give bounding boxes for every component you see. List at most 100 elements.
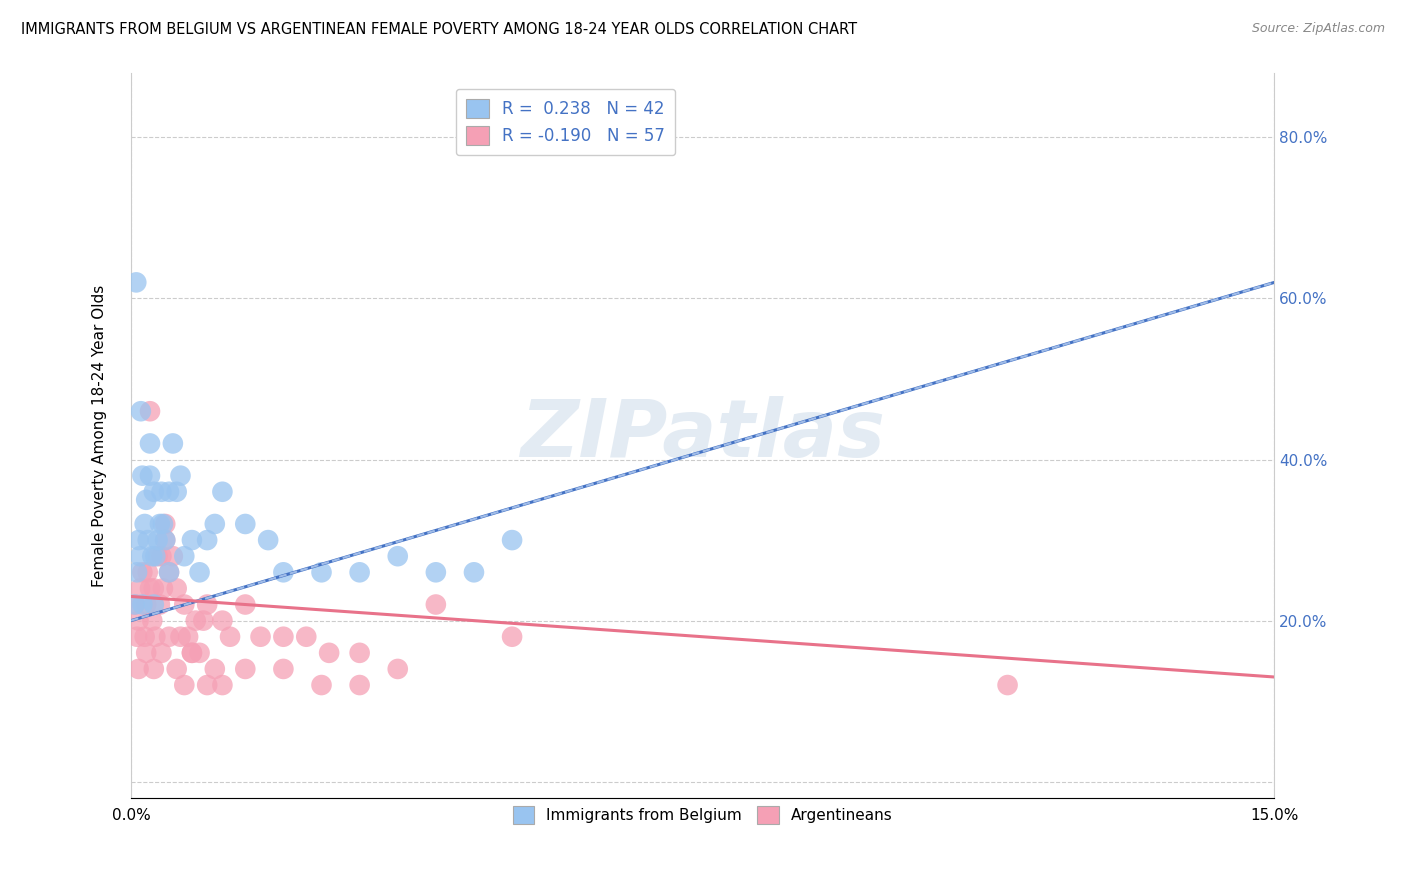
- Point: [195, 533, 218, 547]
- Point: [181, 646, 204, 660]
- Point: [157, 566, 180, 580]
- Point: [129, 549, 152, 564]
- Point: [143, 549, 166, 564]
- Point: [233, 598, 256, 612]
- Point: [136, 566, 159, 580]
- Point: [318, 646, 340, 660]
- Point: [211, 614, 233, 628]
- Point: [157, 630, 180, 644]
- Point: [501, 630, 523, 644]
- Point: [181, 533, 204, 547]
- Point: [463, 566, 485, 580]
- Point: [152, 516, 174, 531]
- Point: [142, 484, 165, 499]
- Point: [177, 630, 200, 644]
- Point: [273, 566, 295, 580]
- Point: [311, 678, 333, 692]
- Point: [150, 484, 173, 499]
- Point: [139, 582, 162, 596]
- Point: [162, 549, 184, 564]
- Point: [997, 678, 1019, 692]
- Point: [152, 582, 174, 596]
- Legend: Immigrants from Belgium, Argentineans: Immigrants from Belgium, Argentineans: [506, 800, 898, 830]
- Point: [387, 662, 409, 676]
- Point: [125, 276, 148, 290]
- Point: [181, 646, 204, 660]
- Point: [129, 582, 152, 596]
- Point: [166, 662, 188, 676]
- Point: [155, 533, 177, 547]
- Point: [125, 566, 148, 580]
- Point: [124, 598, 146, 612]
- Point: [155, 533, 177, 547]
- Point: [425, 598, 447, 612]
- Point: [124, 598, 146, 612]
- Point: [139, 468, 162, 483]
- Point: [149, 516, 172, 531]
- Point: [173, 549, 195, 564]
- Point: [233, 662, 256, 676]
- Point: [211, 678, 233, 692]
- Point: [155, 516, 177, 531]
- Y-axis label: Female Poverty Among 18-24 Year Olds: Female Poverty Among 18-24 Year Olds: [93, 285, 107, 587]
- Point: [135, 598, 157, 612]
- Point: [157, 484, 180, 499]
- Point: [166, 582, 188, 596]
- Point: [273, 662, 295, 676]
- Point: [134, 516, 156, 531]
- Point: [131, 468, 153, 483]
- Point: [149, 598, 172, 612]
- Point: [349, 646, 371, 660]
- Point: [125, 630, 148, 644]
- Text: IMMIGRANTS FROM BELGIUM VS ARGENTINEAN FEMALE POVERTY AMONG 18-24 YEAR OLDS CORR: IMMIGRANTS FROM BELGIUM VS ARGENTINEAN F…: [21, 22, 858, 37]
- Point: [257, 533, 280, 547]
- Point: [184, 614, 207, 628]
- Point: [157, 566, 180, 580]
- Point: [146, 549, 169, 564]
- Text: Source: ZipAtlas.com: Source: ZipAtlas.com: [1251, 22, 1385, 36]
- Point: [134, 630, 156, 644]
- Point: [142, 598, 165, 612]
- Point: [128, 662, 150, 676]
- Point: [143, 630, 166, 644]
- Point: [311, 566, 333, 580]
- Point: [173, 598, 195, 612]
- Point: [139, 436, 162, 450]
- Point: [188, 566, 211, 580]
- Point: [142, 582, 165, 596]
- Point: [150, 646, 173, 660]
- Point: [162, 436, 184, 450]
- Point: [349, 566, 371, 580]
- Point: [150, 549, 173, 564]
- Point: [295, 630, 318, 644]
- Point: [135, 646, 157, 660]
- Point: [169, 468, 191, 483]
- Point: [129, 404, 152, 418]
- Point: [387, 549, 409, 564]
- Point: [142, 662, 165, 676]
- Point: [425, 566, 447, 580]
- Point: [166, 484, 188, 499]
- Point: [146, 533, 169, 547]
- Point: [249, 630, 271, 644]
- Point: [173, 678, 195, 692]
- Point: [135, 492, 157, 507]
- Point: [139, 404, 162, 418]
- Point: [219, 630, 242, 644]
- Point: [233, 516, 256, 531]
- Point: [195, 678, 218, 692]
- Point: [211, 484, 233, 499]
- Text: ZIPatlas: ZIPatlas: [520, 396, 886, 475]
- Point: [204, 662, 226, 676]
- Point: [131, 566, 153, 580]
- Point: [195, 598, 218, 612]
- Point: [188, 646, 211, 660]
- Point: [273, 630, 295, 644]
- Point: [169, 630, 191, 644]
- Point: [349, 678, 371, 692]
- Point: [136, 533, 159, 547]
- Point: [193, 614, 215, 628]
- Point: [141, 614, 163, 628]
- Point: [204, 516, 226, 531]
- Point: [501, 533, 523, 547]
